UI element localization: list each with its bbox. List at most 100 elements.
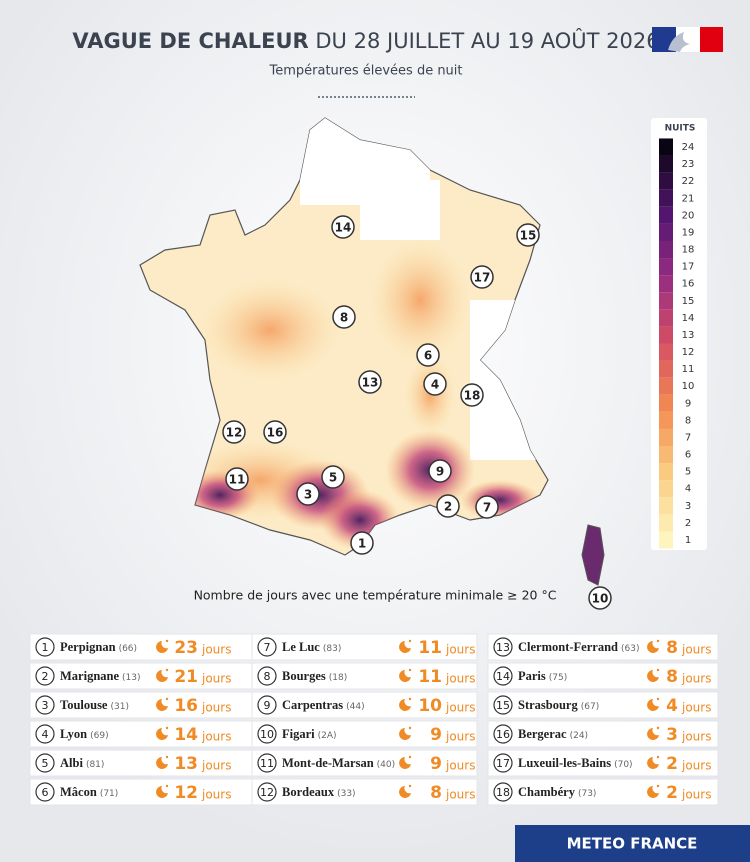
rank: 13 [496, 641, 510, 654]
days: 10 [418, 696, 442, 716]
corsica [581, 524, 605, 586]
moon-star [165, 726, 169, 730]
moon-star [408, 668, 412, 672]
moon-icon [399, 670, 411, 682]
marker-circle [222, 420, 246, 444]
legend-swatch [659, 275, 673, 293]
rank-circle [35, 753, 55, 773]
city: Lyon [60, 727, 87, 741]
moon-icon [647, 670, 659, 682]
dept: (13) [122, 673, 140, 683]
legend-tick-label: 5 [685, 467, 691, 478]
unit: jours [681, 643, 711, 657]
legend-tick-label: 8 [685, 415, 691, 426]
footer: METEO FRANCE [567, 835, 698, 853]
legend-tick-label: 22 [682, 176, 695, 187]
days: 9 [430, 754, 442, 774]
moon-icon [156, 728, 168, 740]
legend-title: NUITS [665, 124, 696, 134]
row-box [487, 778, 719, 806]
marker-label: 15 [520, 229, 537, 243]
legend-swatch [659, 463, 673, 481]
rank: 12 [260, 786, 274, 799]
legend-swatch [659, 394, 673, 412]
days: 11 [418, 638, 442, 658]
rank: 14 [496, 670, 510, 683]
marker-circle [436, 494, 460, 518]
row-box [251, 720, 478, 748]
row-box [29, 662, 256, 690]
moon-star [165, 639, 169, 643]
station: Marignane (13) [60, 669, 141, 683]
moon-icon [156, 699, 168, 711]
dept: (69) [90, 731, 108, 741]
city: Paris [518, 669, 546, 683]
moon-star [656, 697, 660, 701]
moon-icon [647, 699, 659, 711]
city: Carpentras [282, 698, 343, 712]
title-rest: DU 28 JUILLET AU 19 AOÛT 2026 [315, 28, 659, 53]
moon-icon [399, 641, 411, 653]
marker-label: 16 [267, 426, 284, 440]
unit: jours [201, 730, 231, 744]
legend-tick-label: 20 [682, 210, 695, 221]
legend-swatch [659, 531, 673, 549]
moon-star [165, 697, 169, 701]
row-box [29, 720, 256, 748]
legend-swatch [659, 428, 673, 447]
unit: jours [201, 788, 231, 802]
city: Le Luc [282, 640, 320, 654]
moon-icon [647, 786, 659, 798]
legend-swatch [659, 206, 673, 224]
station: Carpentras (44) [282, 698, 365, 712]
unit: jours [681, 788, 711, 802]
moon-icon [156, 757, 168, 769]
marker-label: 5 [329, 471, 337, 485]
unit: jours [445, 730, 475, 744]
row-box [251, 691, 478, 719]
dept: (18) [329, 673, 347, 683]
marker-label: 13 [362, 376, 379, 390]
legend-tick-label: 3 [685, 501, 691, 512]
unit: jours [445, 672, 475, 686]
rank-circle [493, 724, 513, 744]
station: Bergerac (24) [518, 727, 588, 741]
marker-label: 4 [431, 378, 439, 392]
marker-label: 1 [358, 537, 366, 551]
city: Chambéry [518, 785, 576, 799]
subtitle: Températures élevées de nuit [268, 64, 462, 79]
moon-star [656, 726, 660, 730]
marker-label: 14 [335, 221, 352, 235]
marker-circle [416, 343, 440, 367]
dept: (71) [100, 789, 118, 799]
rank: 5 [42, 757, 49, 770]
legend-swatch [659, 292, 673, 310]
moon-star [408, 726, 412, 730]
moon-star [165, 784, 169, 788]
unit: jours [201, 643, 231, 657]
marker-circle [475, 495, 499, 519]
legend-tick-label: 2 [685, 518, 691, 529]
row-box [251, 749, 478, 777]
station: Paris (75) [518, 669, 567, 683]
rank-circle [35, 782, 55, 802]
station: Bordeaux (33) [282, 785, 356, 799]
legend-swatch [659, 155, 673, 173]
row-box [29, 749, 256, 777]
days: 14 [174, 725, 198, 745]
days: 12 [174, 783, 198, 803]
moon-icon [647, 641, 659, 653]
unit: jours [681, 672, 711, 686]
marker-circle [321, 465, 345, 489]
marker-label: 11 [229, 473, 246, 487]
title: VAGUE DE CHALEUR DU 28 JUILLET AU 19 AOÛ… [72, 28, 659, 53]
dept: (44) [346, 702, 364, 712]
marker-circle [428, 459, 452, 483]
city: Toulouse [60, 698, 108, 712]
dept: (83) [323, 644, 341, 654]
days: 8 [666, 667, 678, 687]
rank: 17 [496, 757, 510, 770]
